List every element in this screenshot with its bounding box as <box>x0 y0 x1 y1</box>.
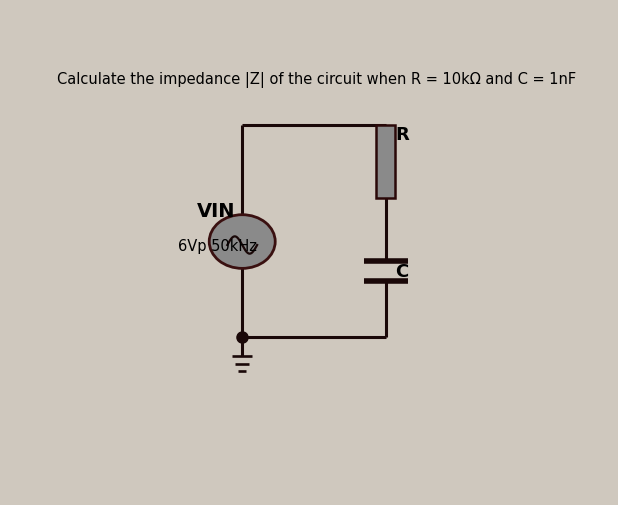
Text: Calculate the impedance |Z| of the circuit when R = 10kΩ and C = 1nF: Calculate the impedance |Z| of the circu… <box>57 71 577 87</box>
Bar <box>376 125 396 199</box>
Text: R: R <box>396 126 409 144</box>
Circle shape <box>210 215 275 269</box>
Text: VIN: VIN <box>197 201 235 221</box>
Text: C: C <box>396 262 408 280</box>
Text: 6Vp 50kHz: 6Vp 50kHz <box>179 238 257 253</box>
